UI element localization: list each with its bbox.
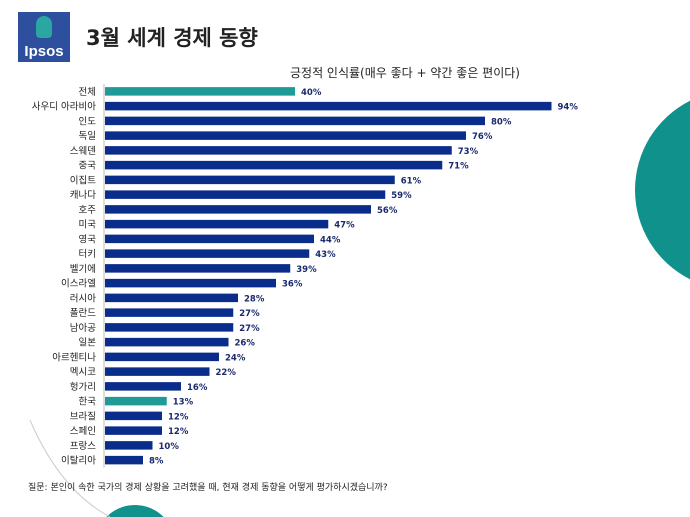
- value-label: 73%: [458, 147, 479, 157]
- bar: [105, 396, 167, 406]
- value-label: 26%: [235, 339, 256, 349]
- value-label: 94%: [558, 103, 579, 113]
- value-label: 56%: [377, 206, 398, 216]
- category-label: 프랑스: [70, 440, 96, 452]
- bar: [105, 249, 310, 258]
- category-label: 미국: [79, 220, 97, 231]
- value-label: 40%: [301, 88, 322, 98]
- category-label: 멕시코: [70, 367, 96, 378]
- bar: [105, 264, 291, 273]
- value-label: 12%: [168, 427, 189, 437]
- bar: [105, 131, 466, 140]
- value-label: 59%: [391, 191, 412, 201]
- bar: [105, 308, 234, 317]
- category-label: 아르헨티나: [52, 351, 96, 363]
- category-label: 독일: [79, 131, 96, 142]
- bar: [105, 87, 295, 96]
- bar: [105, 175, 395, 185]
- value-label: 10%: [159, 442, 180, 452]
- bar: [105, 234, 314, 244]
- value-label: 76%: [472, 132, 493, 142]
- value-label: 39%: [296, 265, 317, 275]
- category-label: 한국: [79, 397, 97, 408]
- ipsos-logo: Ipsos: [18, 12, 70, 62]
- value-label: 8%: [149, 457, 164, 467]
- bar: [105, 293, 238, 303]
- bar: [105, 160, 443, 170]
- bar: [105, 367, 210, 376]
- bar: [105, 190, 386, 199]
- value-label: 13%: [173, 398, 194, 408]
- decor-arc: [29, 419, 111, 517]
- page-title: 3월 세계 경제 동향: [86, 26, 258, 50]
- value-label: 27%: [239, 324, 260, 334]
- bar: [105, 323, 234, 332]
- survey-question: 질문: 본인이 속한 국가의 경제 상황을 고려했을 때, 현재 경제 동향을 …: [28, 483, 388, 493]
- bar: [105, 278, 276, 288]
- bar: [105, 205, 371, 214]
- category-label: 스페인: [70, 426, 96, 437]
- value-label: 44%: [320, 235, 341, 245]
- value-label: 80%: [491, 117, 512, 127]
- category-label: 이스라엘: [61, 279, 96, 290]
- bar: [105, 116, 485, 126]
- bar: [105, 411, 162, 421]
- category-label: 터키: [79, 249, 96, 260]
- bar: [105, 146, 452, 155]
- bar: [105, 352, 219, 362]
- category-label: 이탈리아: [61, 455, 96, 467]
- value-label: 43%: [315, 250, 336, 260]
- category-label: 스웨덴: [70, 145, 96, 157]
- bar: [105, 219, 329, 229]
- category-label: 중국: [79, 161, 97, 172]
- value-label: 12%: [168, 412, 189, 422]
- value-label: 47%: [334, 221, 355, 231]
- category-label: 러시아: [70, 293, 96, 304]
- category-label: 전체: [79, 87, 96, 98]
- value-label: 61%: [401, 176, 422, 186]
- category-label: 사우디 아라비아: [32, 102, 96, 113]
- decor-circle-bottom: [106, 504, 164, 517]
- bar: [105, 455, 143, 465]
- category-label: 일본: [79, 338, 97, 349]
- category-label: 이집트: [70, 174, 96, 186]
- bar: [105, 337, 229, 347]
- chart-title: 긍정적 인식률(매우 좋다 + 약간 좋은 편이다): [290, 66, 520, 80]
- category-label: 남아공: [70, 323, 96, 334]
- value-label: 27%: [239, 309, 260, 319]
- value-label: 36%: [282, 280, 303, 290]
- value-label: 16%: [187, 383, 208, 393]
- category-label: 벨기에: [70, 264, 96, 275]
- value-label: 24%: [225, 353, 246, 363]
- value-label: 22%: [216, 368, 237, 378]
- category-label: 영국: [79, 234, 97, 245]
- value-label: 28%: [244, 294, 265, 304]
- category-label: 브라질: [70, 410, 96, 422]
- bar: [105, 426, 162, 435]
- bar: [105, 101, 552, 111]
- decor-circle-right: [635, 100, 690, 280]
- category-label: 캐나다: [70, 190, 96, 201]
- category-label: 헝가리: [70, 382, 96, 393]
- category-label: 인도: [79, 116, 97, 127]
- category-label: 호주: [79, 205, 97, 216]
- category-label: 폴란드: [70, 307, 96, 319]
- value-label: 71%: [448, 162, 469, 172]
- bar: [105, 382, 181, 391]
- bar: [105, 441, 153, 450]
